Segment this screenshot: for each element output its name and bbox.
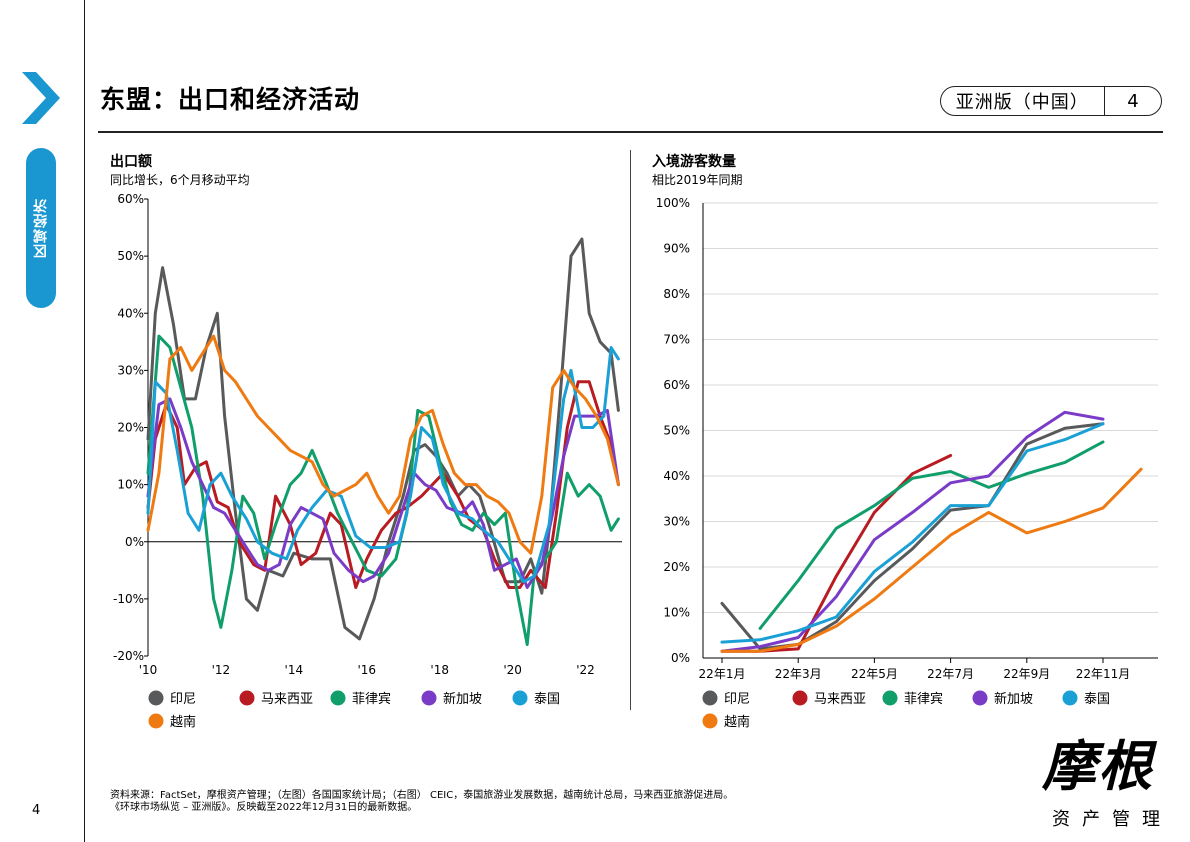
left-legend-label: 新加坡: [443, 691, 482, 707]
right-y-tick-label: 60%: [663, 378, 690, 392]
source-line: 《环球市场纵览 – 亚洲版》。反映截至2022年12月31日的最新数据。: [110, 802, 418, 813]
right-chart-subtitle: 相比2019年同期: [652, 173, 743, 187]
right-y-tick-label: 30%: [663, 515, 690, 529]
left-legend-marker: [239, 690, 255, 706]
left-series-line: [146, 397, 620, 589]
left-legend-marker: [148, 713, 164, 729]
left-y-tick-label: 60%: [117, 192, 144, 206]
right-legend-label: 马来西亚: [814, 692, 866, 707]
source-line: 资料来源：FactSet，摩根资产管理；（左图）各国国家统计局；（右图） CEI…: [110, 790, 734, 801]
right-legend-marker: [1062, 690, 1078, 706]
left-x-tick-label: '20: [503, 663, 522, 677]
right-y-tick-label: 10%: [663, 606, 690, 620]
company-logo: 摩根 资产管理: [1042, 722, 1172, 831]
right-series-line: [720, 422, 1105, 651]
right-legend-label: 泰国: [1084, 692, 1110, 707]
right-x-tick-label: 22年9月: [1003, 667, 1050, 681]
left-y-tick-label: -20%: [113, 649, 144, 663]
right-y-tick-label: 80%: [663, 287, 690, 301]
left-x-tick-label: '14: [285, 663, 304, 677]
edition-divider: [1103, 86, 1105, 116]
right-y-tick-label: 90%: [663, 242, 690, 256]
header-rule: [98, 131, 1163, 133]
right-legend-marker: [792, 690, 808, 706]
right-x-tick-label: 22年3月: [775, 667, 822, 681]
chevron-right-icon: [22, 72, 60, 124]
left-chart-subtitle: 同比增长，6个月移动平均: [110, 173, 250, 187]
left-y-tick-label: 50%: [117, 249, 144, 263]
left-legend-label: 印尼: [170, 692, 196, 707]
left-y-tick-label: 0%: [125, 535, 144, 549]
right-legend-marker: [702, 713, 718, 729]
edition-number: 4: [1127, 90, 1139, 112]
right-series-line: [720, 467, 1143, 653]
left-x-tick-label: '16: [357, 663, 376, 677]
right-legend-label: 印尼: [724, 692, 750, 707]
page-title: 东盟：出口和经济活动: [100, 85, 361, 114]
left-legend-marker: [330, 690, 346, 706]
left-y-tick-label: 20%: [117, 421, 144, 435]
left-legend-label: 越南: [170, 714, 196, 730]
left-margin-rule: [84, 0, 85, 842]
sidebar-section-tab[interactable]: 区域经济: [26, 148, 56, 308]
left-legend-marker: [148, 690, 164, 706]
right-series-line: [720, 422, 1105, 644]
right-legend-marker: [972, 690, 988, 706]
source-note: 资料来源：FactSet，摩根资产管理；（左图）各国国家统计局；（右图） CEI…: [110, 790, 733, 814]
right-series-line: [758, 440, 1105, 630]
logo-main-text: 摩根: [1042, 734, 1154, 798]
right-series-line: [720, 410, 1105, 653]
left-y-tick-label: 40%: [117, 306, 144, 320]
left-legend-label: 马来西亚: [261, 692, 313, 707]
right-y-tick-label: 100%: [656, 196, 690, 210]
right-chart-title: 入境游客数量: [652, 154, 736, 170]
left-series-line: [146, 346, 620, 584]
chart-divider: [630, 150, 631, 710]
right-x-tick-label: 22年7月: [927, 667, 974, 681]
right-x-tick-label: 22年5月: [851, 667, 898, 681]
left-y-tick-label: 30%: [117, 363, 144, 377]
left-y-tick-label: 10%: [117, 478, 144, 492]
right-legend-label: 菲律宾: [904, 691, 943, 707]
right-legend-label: 新加坡: [994, 691, 1033, 707]
left-x-tick-label: '22: [576, 663, 595, 677]
left-series-line: [146, 334, 620, 555]
left-x-tick-label: '10: [139, 663, 158, 677]
left-legend-marker: [421, 690, 437, 706]
right-y-tick-label: 40%: [663, 469, 690, 483]
left-legend-marker: [512, 690, 528, 706]
right-legend-marker: [882, 690, 898, 706]
left-series-line: [146, 380, 620, 589]
right-y-tick-label: 70%: [663, 333, 690, 347]
left-chart-title: 出口额: [110, 154, 152, 170]
left-series-line: [146, 334, 620, 647]
right-x-tick-label: 22年11月: [1076, 667, 1131, 681]
right-y-tick-label: 20%: [663, 560, 690, 574]
left-legend-label: 泰国: [534, 692, 560, 707]
right-legend-label: 越南: [724, 714, 750, 730]
edition-badge: 亚洲版（中国） 4: [940, 86, 1162, 116]
page-number: 4: [32, 803, 41, 818]
right-legend-marker: [702, 690, 718, 706]
right-y-tick-label: 0%: [671, 651, 690, 665]
right-y-tick-label: 50%: [663, 424, 690, 438]
left-y-tick-label: -10%: [113, 592, 144, 606]
left-x-tick-label: '18: [430, 663, 449, 677]
edition-label: 亚洲版（中国）: [955, 92, 1089, 113]
left-legend-label: 菲律宾: [352, 691, 391, 707]
right-x-tick-label: 22年1月: [699, 667, 746, 681]
left-x-tick-label: '12: [212, 663, 231, 677]
logo-sub-text: 资产管理: [1052, 809, 1172, 830]
